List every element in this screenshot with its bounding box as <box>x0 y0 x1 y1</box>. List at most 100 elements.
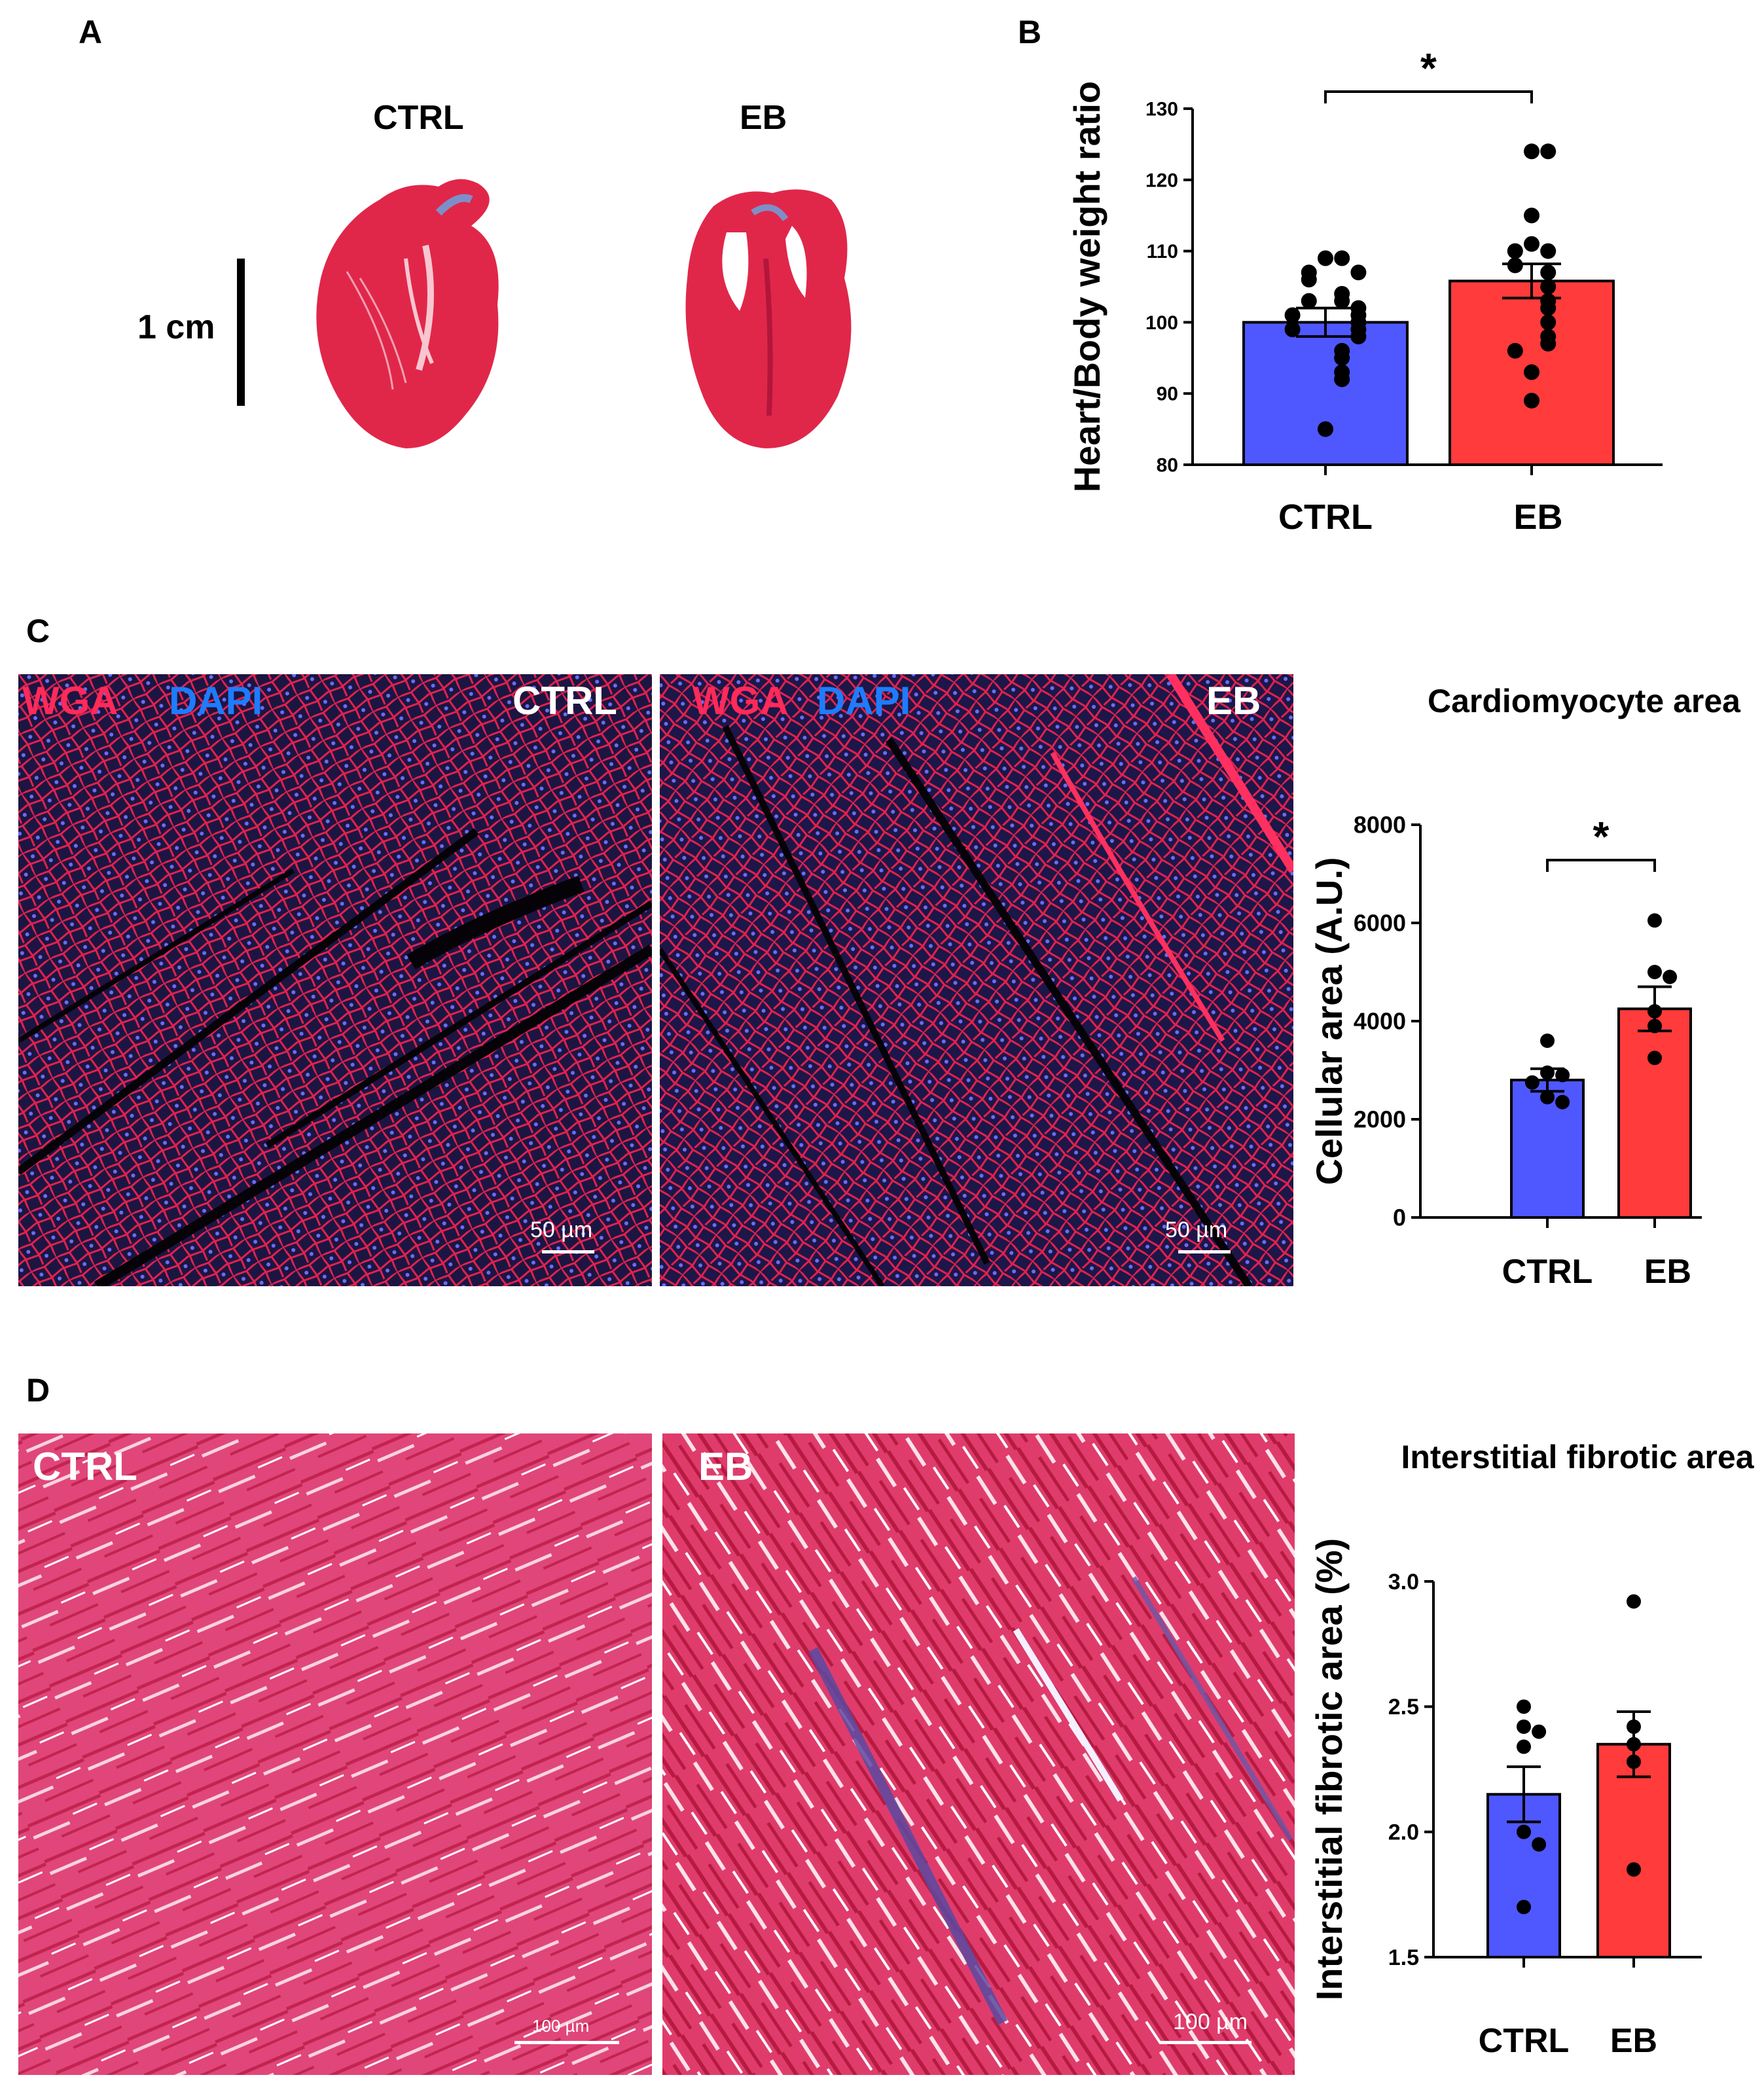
data-point <box>1517 1719 1531 1734</box>
micrograph-label-ctrl: CTRL <box>513 679 617 723</box>
data-point <box>1350 329 1367 345</box>
data-point <box>1540 264 1557 281</box>
y-tick-label: 120 <box>1145 170 1178 191</box>
data-point <box>1555 1094 1570 1109</box>
y-axis-label: Cellular area (A.U.) <box>1309 857 1350 1185</box>
data-point <box>1517 1900 1531 1915</box>
y-tick-label: 3.0 <box>1388 1570 1419 1595</box>
x-tick-label: EB <box>1644 1253 1691 1291</box>
chart-heart-body-ratio: 80 90 100 110 120 130 Heart/Body weight ratio C… <box>1066 45 1663 537</box>
data-point <box>1540 1090 1555 1105</box>
data-point <box>1524 143 1539 160</box>
data-point <box>1532 1837 1547 1852</box>
data-point <box>1540 1034 1555 1048</box>
data-point <box>1301 272 1317 288</box>
stain-label-wga: WGA <box>22 679 118 723</box>
data-point <box>1284 321 1301 338</box>
y-tick-label: 90 <box>1157 384 1178 405</box>
data-point <box>1627 1754 1641 1769</box>
micrograph-wga-eb: WGA DAPI EB 50 µm <box>660 674 1293 1286</box>
y-tick-label: 2000 <box>1354 1106 1406 1133</box>
panel-d-letter: D <box>26 1372 50 1409</box>
panel-b-letter: B <box>1018 14 1042 50</box>
significance-bracket <box>1546 859 1656 872</box>
data-point <box>1507 257 1523 274</box>
stain-label-wga: WGA <box>693 679 789 723</box>
scale-bar-50um-ctrl <box>542 1250 594 1253</box>
heart-image-eb <box>685 189 852 448</box>
data-point <box>1627 1737 1641 1752</box>
micrograph-trichrome-eb: EB 100 µm <box>662 1433 1295 2075</box>
panel-c-letter: C <box>26 613 50 649</box>
bar-eb <box>1596 1742 1671 1958</box>
data-point <box>1517 1699 1531 1714</box>
data-point <box>1524 1075 1539 1090</box>
data-point <box>1627 1862 1641 1877</box>
data-point <box>1540 336 1557 352</box>
x-tick-label: EB <box>1513 497 1562 537</box>
x-tick-label: CTRL <box>1479 2022 1570 2060</box>
scale-bar-100um-eb <box>1160 2041 1251 2044</box>
panel-a-ctrl-label: CTRL <box>373 99 464 137</box>
data-point <box>1517 1739 1531 1754</box>
y-axis-label: Heart/Body weight ratio <box>1066 81 1107 493</box>
data-point <box>1555 1068 1570 1083</box>
data-point <box>1627 1719 1641 1734</box>
data-point <box>1540 300 1557 316</box>
data-point <box>1540 243 1557 259</box>
data-point <box>1532 1724 1547 1739</box>
micrograph-trichrome-ctrl: CTRL 100 µm <box>18 1433 652 2075</box>
scale-text-100um-eb: 100 µm <box>1173 2009 1248 2034</box>
significance-star: * <box>1593 813 1610 860</box>
y-axis-label: Interstitial fibrotic area (%) <box>1309 1538 1350 2000</box>
data-point <box>1350 264 1367 281</box>
data-point <box>1524 207 1539 224</box>
y-tick-label: 80 <box>1157 455 1178 477</box>
data-point <box>1647 965 1662 979</box>
data-point <box>1318 421 1333 437</box>
data-point <box>1647 1051 1662 1066</box>
data-point <box>1540 143 1557 160</box>
x-tick-label: CTRL <box>1278 497 1373 537</box>
stain-label-dapi: DAPI <box>817 679 911 723</box>
data-point <box>1334 250 1350 266</box>
data-point <box>1540 314 1557 331</box>
data-point <box>1284 307 1301 323</box>
data-point <box>1540 279 1557 295</box>
heart-image-ctrl <box>316 179 499 448</box>
data-point <box>1507 342 1523 359</box>
scale-text-100um-ctrl: 100 µm <box>532 2016 590 2036</box>
y-tick-label: 4000 <box>1354 1008 1406 1035</box>
y-tick-label: 1.5 <box>1388 1945 1419 1970</box>
micrograph-label-eb: EB <box>698 1445 753 1488</box>
y-tick-label: 110 <box>1147 241 1178 262</box>
data-point <box>1540 1065 1555 1080</box>
data-point <box>1647 1018 1662 1034</box>
data-point <box>1627 1594 1641 1609</box>
y-tick-label: 100 <box>1145 312 1178 334</box>
y-tick-label: 2.0 <box>1388 1820 1419 1845</box>
chart-title-cardiomyocyte: Cardiomyocyte area <box>1427 683 1740 719</box>
micrograph-wga-ctrl: WGA DAPI CTRL 50 µm <box>18 674 652 1286</box>
panel-a-eb-label: EB <box>740 99 787 137</box>
data-point <box>1334 371 1350 387</box>
y-tick-label: 8000 <box>1354 812 1406 838</box>
y-tick-label: 0 <box>1393 1204 1406 1231</box>
stain-label-dapi: DAPI <box>169 679 263 723</box>
data-point <box>1663 969 1678 984</box>
y-tick-label: 2.5 <box>1388 1695 1419 1720</box>
scale-text-50um-eb: 50 µm <box>1165 1217 1228 1242</box>
chart-interstitial-fibrotic-area: 1.5 2.0 2.5 3.0 Interstitial fibrotic area (… <box>1309 1538 1702 2060</box>
scale-bar-1cm <box>237 259 245 406</box>
x-tick-label: CTRL <box>1502 1253 1593 1291</box>
panel-a-letter: A <box>79 14 103 50</box>
data-point <box>1318 250 1333 266</box>
data-point <box>1524 364 1539 380</box>
data-point <box>1507 243 1523 259</box>
chart-title-interstitial: Interstitial fibrotic area <box>1401 1439 1754 1475</box>
data-point <box>1647 1004 1662 1018</box>
micrograph-label-ctrl: CTRL <box>33 1445 137 1488</box>
data-point <box>1517 1824 1531 1839</box>
data-point <box>1524 236 1539 252</box>
